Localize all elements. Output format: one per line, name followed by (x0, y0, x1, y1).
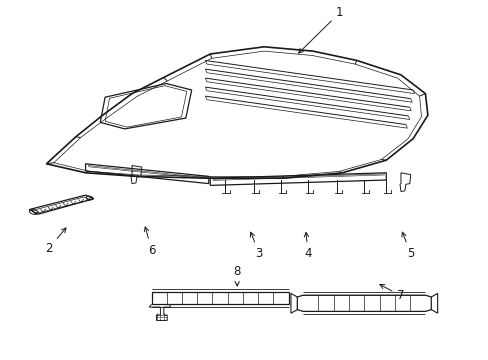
Text: 1: 1 (298, 6, 343, 53)
Text: 5: 5 (401, 232, 414, 260)
Text: 6: 6 (144, 227, 155, 257)
Text: 7: 7 (379, 284, 404, 302)
Text: 2: 2 (45, 228, 66, 255)
Text: 8: 8 (233, 265, 241, 286)
Text: 3: 3 (250, 232, 263, 260)
Text: 4: 4 (304, 233, 311, 260)
